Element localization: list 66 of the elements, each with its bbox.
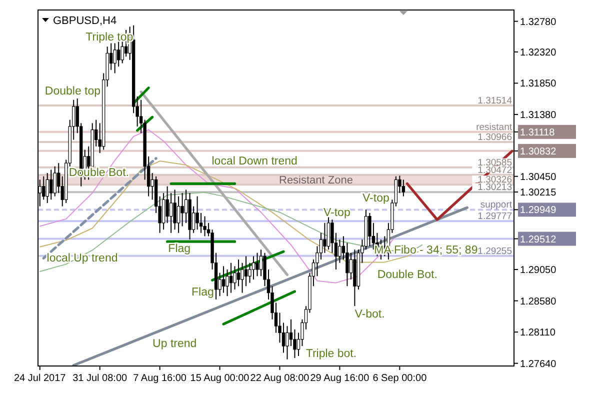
candlestick [323, 222, 326, 254]
y-tick-label: 1.31380 [520, 110, 557, 121]
annotation: Up trend [152, 338, 197, 350]
x-tick-label: 22 Aug 08:00 [250, 373, 310, 384]
y-tick-label: 1.27640 [520, 358, 557, 370]
y-tick-label: 1.29949 [520, 205, 557, 216]
candlestick [368, 212, 372, 247]
annotation: Double Bot. [377, 269, 438, 282]
band-label: Resistant Zone [279, 174, 353, 187]
candlestick [229, 262, 233, 294]
ref-line-label: 1.29777 [478, 211, 512, 222]
candlestick [244, 256, 248, 287]
annotation: V-bot. [354, 308, 385, 320]
ref-line-label: resistant [476, 122, 512, 133]
annotation: Double top [44, 85, 101, 98]
annotation: V-top [362, 192, 390, 204]
y-tick-label: 1.32780 [520, 16, 557, 28]
y-tick-label: 1.31118 [520, 127, 556, 138]
candlestick [203, 216, 206, 237]
candlestick [169, 192, 173, 234]
candlestick [46, 172, 49, 204]
candlestick [176, 196, 180, 234]
annotation: local Up trend [46, 252, 118, 264]
annotation: Triple bot. [306, 348, 357, 360]
y-tick-label: 1.32320 [520, 47, 557, 58]
candlestick [222, 266, 226, 294]
x-tick-label: 7 Aug 16:00 [133, 373, 187, 384]
y-tick-label: 1.30832 [520, 146, 557, 158]
y-tick-label: 1.29512 [520, 234, 557, 246]
y-tick-label: 1.30215 [520, 187, 557, 198]
x-tick-label: 29 Aug 16:00 [310, 373, 370, 384]
candlestick [236, 259, 240, 287]
candlestick [282, 322, 286, 354]
x-tick-label: 24 Jul 2017 [14, 373, 66, 384]
annotation: MA Fibo - 34; 55; 89 [374, 244, 478, 256]
candlestick [338, 239, 342, 264]
candlestick [53, 166, 56, 197]
y-tick-label: 1.31850 [520, 78, 557, 90]
y-tick-label: 1.28580 [520, 296, 557, 308]
annotation: Flag [168, 243, 191, 256]
ref-line-label: 1.30966 [478, 132, 512, 144]
candlestick [162, 192, 166, 230]
candlestick [180, 192, 184, 227]
y-tick-label: 1.28110 [520, 328, 556, 339]
candlestick [259, 249, 263, 277]
ref-line-label: support [480, 200, 512, 211]
candlestick [173, 189, 176, 230]
candlestick [402, 179, 406, 197]
annotation: V-top [324, 207, 350, 220]
annotation: Flag [192, 286, 214, 299]
y-tick-label: 1.29050 [520, 265, 557, 276]
annotation: local Down trend [212, 155, 298, 168]
ref-line-label: 1.31514 [478, 96, 512, 107]
x-tick-label: 15 Aug 00:00 [190, 373, 250, 384]
candlestick [50, 169, 53, 200]
candlestick [113, 42, 116, 74]
x-tick-label: 31 Jul 08:00 [72, 373, 128, 384]
y-tick-label: 1.30450 [520, 172, 557, 183]
candlestick [252, 256, 256, 280]
ref-line-label: 1.29255 [478, 246, 512, 257]
chart-title: GBPUSD,H4 [53, 15, 117, 27]
candlestick [196, 196, 199, 230]
ref-line-label: 1.30472 [478, 164, 512, 176]
candlestick [256, 252, 259, 277]
ref-line-label: 1.30213 [478, 182, 512, 194]
x-tick-label: 6 Sep 00:00 [372, 373, 428, 384]
